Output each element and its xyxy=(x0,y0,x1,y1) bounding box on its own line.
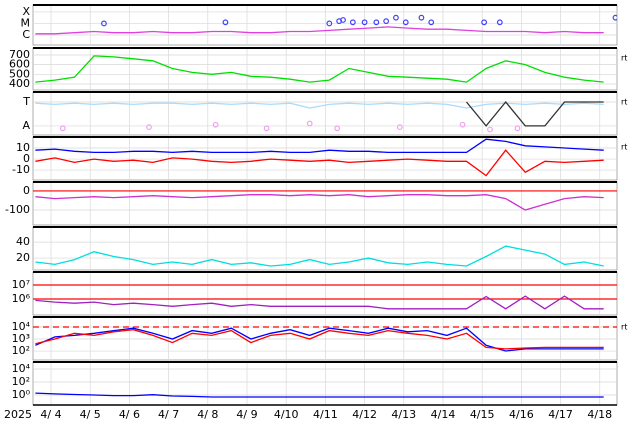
flare-marker xyxy=(101,20,107,27)
flare-marker xyxy=(222,19,229,26)
flare-marker xyxy=(612,14,617,21)
flare-marker xyxy=(487,126,493,133)
plot-area xyxy=(35,392,604,398)
x-tick-label: 4/14 xyxy=(431,408,456,421)
y-tick-label: 40 xyxy=(16,235,30,248)
flare-marker xyxy=(459,121,466,128)
series-line xyxy=(35,149,604,177)
series-line xyxy=(35,138,604,154)
flare-marker xyxy=(349,19,356,26)
plot-area xyxy=(35,138,604,177)
flare-marker xyxy=(212,121,219,128)
y-tick-label: -10 xyxy=(12,163,30,176)
y-tick-label: 700 xyxy=(9,48,30,61)
y-tick-label: 10⁴ xyxy=(12,362,31,375)
flare-marker xyxy=(340,17,346,23)
y-tick-label: 400 xyxy=(9,77,30,90)
series-line xyxy=(465,100,604,127)
x-tick-label: 4/ 6 xyxy=(119,408,140,421)
series-line xyxy=(35,55,604,83)
y-tick-label: M xyxy=(21,16,31,29)
side-label: rt xyxy=(621,143,627,152)
y-tick-label: 10⁶ xyxy=(12,292,31,305)
x-tick-label: 4/ 9 xyxy=(236,408,257,421)
y-tick-label: 500 xyxy=(9,67,30,80)
series-line xyxy=(35,327,604,352)
series-line xyxy=(35,26,604,35)
series-line xyxy=(35,295,604,310)
flare-marker xyxy=(383,18,390,25)
flare-marker xyxy=(496,19,503,26)
series-line xyxy=(35,194,604,211)
flare-marker xyxy=(306,120,313,127)
x-tick-label: 4/ 4 xyxy=(40,408,61,421)
panel-frame xyxy=(32,361,618,406)
flare-marker xyxy=(481,19,488,26)
x-tick-label: 4/ 8 xyxy=(197,408,218,421)
y-tick-label: T xyxy=(22,95,30,108)
series-line xyxy=(35,245,604,267)
y-tick-label: 0 xyxy=(23,152,30,165)
plot-area xyxy=(35,194,604,211)
flare-marker xyxy=(428,19,435,26)
plot-area xyxy=(35,245,604,267)
y-tick-label: 10³ xyxy=(12,332,30,345)
flare-marker xyxy=(393,14,399,21)
panel-frame xyxy=(32,4,618,46)
series-line xyxy=(35,329,604,350)
x-tick-label: 4/11 xyxy=(313,408,338,421)
side-label: rt xyxy=(621,98,627,107)
plot-area xyxy=(35,295,604,310)
flare-marker xyxy=(418,14,425,21)
x-tick-label: 4/ 5 xyxy=(80,408,101,421)
plot-area xyxy=(35,55,604,83)
y-tick-label: A xyxy=(22,119,30,132)
panel-frame xyxy=(32,181,618,226)
x-tick-label: 4/15 xyxy=(470,408,495,421)
flare-marker xyxy=(402,19,409,26)
y-tick-label: 20 xyxy=(16,251,30,264)
x-tick-label: 4/12 xyxy=(352,408,377,421)
panel-frame xyxy=(32,91,618,136)
flare-marker xyxy=(514,125,521,132)
y-tick-label: 10⁰ xyxy=(12,388,31,401)
x-tick-label: 4/17 xyxy=(548,408,573,421)
y-tick-label: 10⁷ xyxy=(12,278,30,291)
series-line xyxy=(35,102,604,109)
plot-area xyxy=(35,100,604,133)
x-tick-label: 4/ 7 xyxy=(158,408,179,421)
x-tick-label: 4/13 xyxy=(391,408,416,421)
side-label: rt xyxy=(621,323,627,332)
x-tick-label: 4/10 xyxy=(274,408,299,421)
flare-marker xyxy=(59,125,66,132)
side-label: rt xyxy=(621,54,627,63)
y-tick-label: 10 xyxy=(16,141,30,154)
y-tick-label: 600 xyxy=(9,58,30,71)
y-tick-label: X xyxy=(22,5,30,18)
panel-frame xyxy=(32,271,618,316)
flare-marker xyxy=(263,125,270,132)
x-tick-label: 4/18 xyxy=(587,408,612,421)
y-tick-label: 10⁴ xyxy=(12,320,31,333)
flare-marker xyxy=(396,124,403,131)
panel-frame xyxy=(32,136,618,181)
series-line xyxy=(35,392,604,398)
flare-marker xyxy=(146,124,152,131)
x-tick-label: 4/16 xyxy=(509,408,534,421)
y-tick-label: C xyxy=(22,28,30,41)
y-tick-label: 10² xyxy=(12,375,30,388)
plot-area xyxy=(35,14,617,35)
y-tick-label: 10² xyxy=(12,344,30,357)
y-tick-label: 0 xyxy=(23,184,30,197)
panel-frame xyxy=(32,316,618,361)
flare-marker xyxy=(334,125,341,132)
flare-marker xyxy=(326,20,333,27)
plot-area xyxy=(35,327,604,352)
year-label: 2025 xyxy=(4,408,32,421)
flare-marker xyxy=(373,19,380,26)
flare-marker xyxy=(361,19,368,26)
y-tick-label: -100 xyxy=(5,203,30,216)
